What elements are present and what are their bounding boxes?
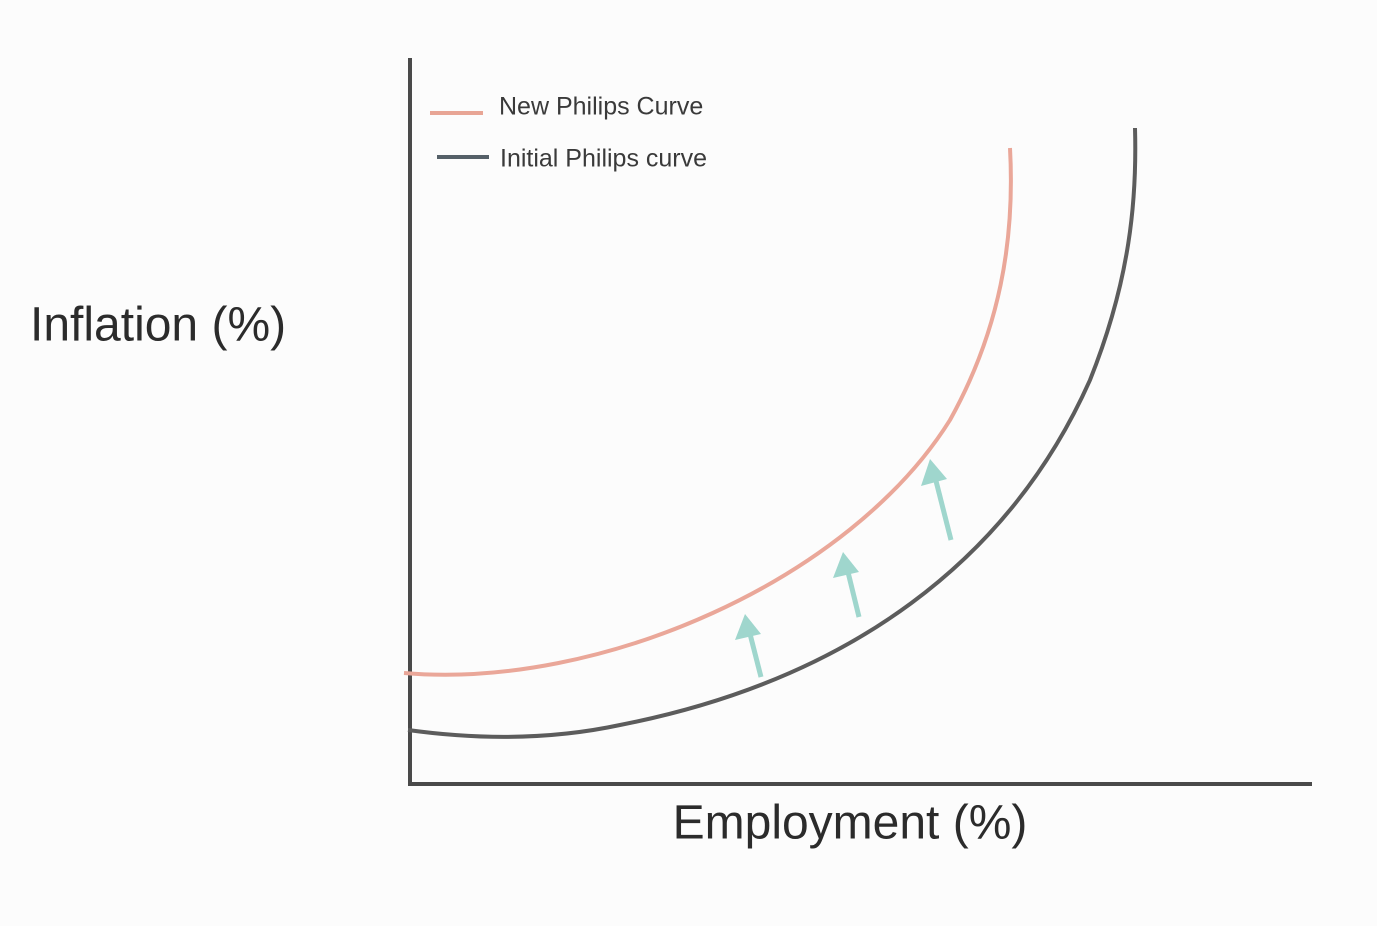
legend-label: Initial Philips curve — [500, 145, 707, 173]
x-axis-label: Employment (%) — [673, 797, 1028, 850]
shift-arrows — [735, 459, 954, 678]
initial-curve — [407, 127, 1138, 739]
y-axis-label: Inflation (%) — [30, 299, 286, 352]
arrow-shaft — [932, 476, 954, 541]
legend-label: New Philips Curve — [499, 93, 703, 121]
arrow-head — [735, 614, 761, 640]
arrow-head — [921, 459, 947, 486]
arrow-shaft — [746, 629, 764, 678]
new-curve — [403, 147, 1013, 677]
arrow-head — [833, 552, 859, 578]
arrow-shaft — [844, 567, 862, 618]
